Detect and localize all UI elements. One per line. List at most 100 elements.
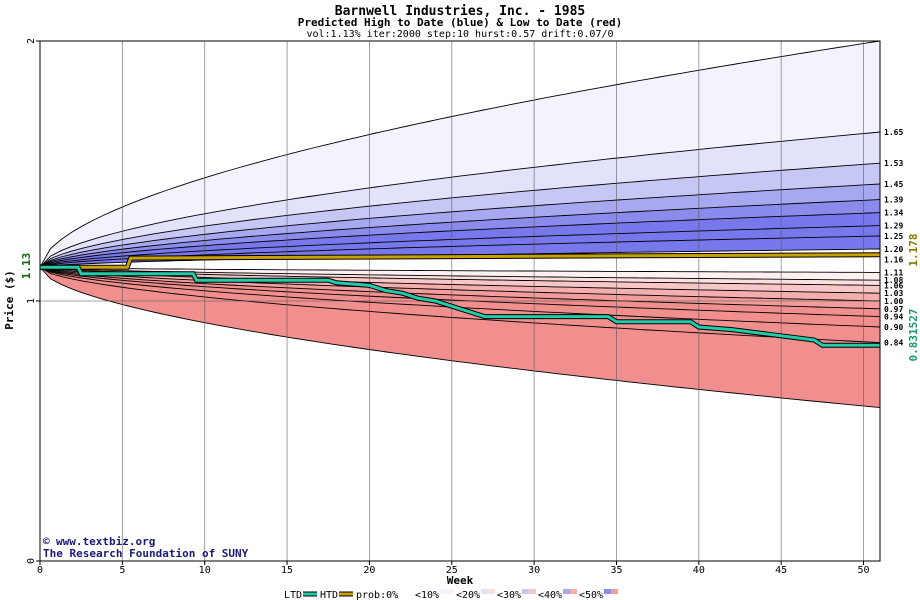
legend-item-6: <40% (538, 590, 562, 600)
legend-item-5: <30% (497, 590, 521, 600)
legend-swatch-red-6 (570, 589, 577, 594)
legend-swatch-blue-7 (604, 589, 611, 594)
high-quantile-line-4 (39, 199, 881, 268)
low-quantile-line-8 (39, 266, 881, 344)
y-tick-label-2: 2 (26, 38, 37, 44)
low-quantile-line-5 (39, 266, 881, 310)
ltd-line (40, 265, 880, 347)
legend-swatch-blue-6 (563, 589, 570, 594)
chart-title: Barnwell Industries, Inc. - 1985 (335, 4, 585, 19)
htd-end-label: 1.178 (907, 233, 920, 266)
high-band-4 (40, 199, 880, 268)
quantile-end-label-1.25: 1.25 (884, 232, 903, 241)
x-tick-label-25: 25 (446, 565, 458, 576)
quantile-end-label-1.45: 1.45 (884, 180, 903, 189)
high-band-5 (40, 212, 880, 268)
legend-item-3: <10% (415, 590, 439, 600)
x-tick-label-10: 10 (199, 565, 211, 576)
low-quantile-line-6 (39, 266, 881, 318)
quantile-end-label-1.20: 1.20 (884, 245, 903, 254)
x-tick-label-50: 50 (858, 565, 870, 576)
legend-swatch-blue-5 (522, 589, 529, 594)
low-quantile-line-0 (39, 266, 880, 273)
low-band-5 (40, 267, 880, 317)
high-band-2 (40, 163, 880, 268)
low-band-4 (40, 267, 880, 309)
x-axis-label: Week (447, 574, 474, 587)
y-tick-label-0: 0 (26, 558, 37, 564)
quantile-end-label-1.03: 1.03 (884, 289, 903, 298)
axes: 0 5 10 15 20 25 30 35 40 45 50 0 1 2 1.65 1.53 1.45 1.39 1… (26, 38, 903, 576)
quantile-end-label-1.65: 1.65 (884, 128, 903, 137)
x-tick-label-5: 5 (119, 565, 125, 576)
legend-swatch-red-5 (529, 589, 536, 594)
high-quantile-line-0 (39, 40, 881, 268)
high-quantile-line-1 (39, 131, 881, 268)
x-tick-label-35: 35 (610, 565, 622, 576)
quantile-end-label-1.29: 1.29 (884, 222, 903, 231)
high-band-1 (40, 132, 880, 268)
y-axis-label: Price ($) (3, 270, 16, 330)
legend-swatch-red-7 (611, 589, 618, 594)
low-quantile-line-3 (39, 266, 881, 294)
quantile-end-label-1.34: 1.34 (884, 209, 903, 218)
watermark-url: www.textbiz.org (56, 535, 155, 548)
legend-swatch-blue-4 (481, 589, 488, 594)
quantile-end-label-1.06: 1.06 (884, 281, 903, 290)
watermark-org: The Research Foundation of SUNY (43, 547, 249, 560)
x-tick-label-0: 0 (37, 565, 43, 576)
chart-params: vol:1.13% iter:2000 step:10 hurst:0.57 d… (306, 29, 613, 40)
low-quantile-line-4 (39, 266, 881, 302)
quantile-end-label-0.94: 0.94 (884, 313, 903, 322)
legend-item-0: LTD (284, 590, 302, 600)
quantile-end-label-1.53: 1.53 (884, 159, 903, 168)
high-band-0 (40, 41, 880, 268)
legend: LTD HTD prob:0% <10% <20% <30% <40% <50% (284, 589, 618, 600)
legend-swatch-red-3 (447, 589, 454, 594)
y-tick-label-1: 1 (26, 298, 37, 304)
chart-subtitle: Predicted High to Date (blue) & Low to D… (298, 16, 623, 29)
high-quantile-line-6 (39, 225, 881, 268)
quantile-end-label-1.16: 1.16 (884, 255, 903, 264)
ltd-end-label: 0.831527 (907, 309, 920, 362)
high-band-3 (40, 184, 880, 268)
low-band-8 (40, 267, 880, 408)
quantile-end-label-1.00: 1.00 (884, 297, 903, 306)
legend-item-4: <20% (456, 590, 480, 600)
x-tick-label-45: 45 (775, 565, 787, 576)
high-quantile-line-3 (39, 183, 881, 268)
watermark: © www.textbiz.org The Research Foundatio… (43, 535, 249, 560)
legend-swatch-red-2 (406, 589, 413, 594)
legend-swatch-blue-2 (399, 589, 406, 594)
low-band-0 (40, 267, 880, 281)
legend-item-2: prob:0% (356, 590, 398, 600)
copyright-icon: © (43, 535, 50, 548)
quantile-end-label-1.11: 1.11 (884, 268, 903, 277)
low-band-6 (40, 267, 880, 327)
legend-item-1: HTD (320, 590, 338, 600)
high-band-7 (40, 236, 880, 268)
high-quantile-line-2 (39, 162, 881, 268)
x-tick-label-20: 20 (363, 565, 375, 576)
x-tick-label-30: 30 (528, 565, 540, 576)
legend-swatch-blue-3 (440, 589, 447, 594)
x-tick-label-15: 15 (281, 565, 293, 576)
quantile-end-label-0.97: 0.97 (884, 305, 903, 314)
quantile-end-label-1.39: 1.39 (884, 196, 903, 205)
start-price-label: 1.13 (20, 253, 33, 280)
low-band-2 (40, 267, 880, 294)
quantile-end-label-1.08: 1.08 (884, 276, 903, 285)
legend-item-7: <50% (579, 590, 603, 600)
htd-line (40, 253, 881, 269)
high-band-6 (40, 225, 880, 268)
series-lines (40, 252, 881, 348)
quantile-end-label-0.90: 0.90 (884, 323, 903, 332)
low-quantile-line-9 (39, 266, 881, 409)
quantile-end-label-0.84: 0.84 (884, 339, 903, 348)
low-band-3 (40, 267, 880, 301)
high-quantile-line-5 (39, 212, 881, 268)
x-tick-label-40: 40 (693, 565, 705, 576)
legend-swatch-red-4 (488, 589, 495, 594)
